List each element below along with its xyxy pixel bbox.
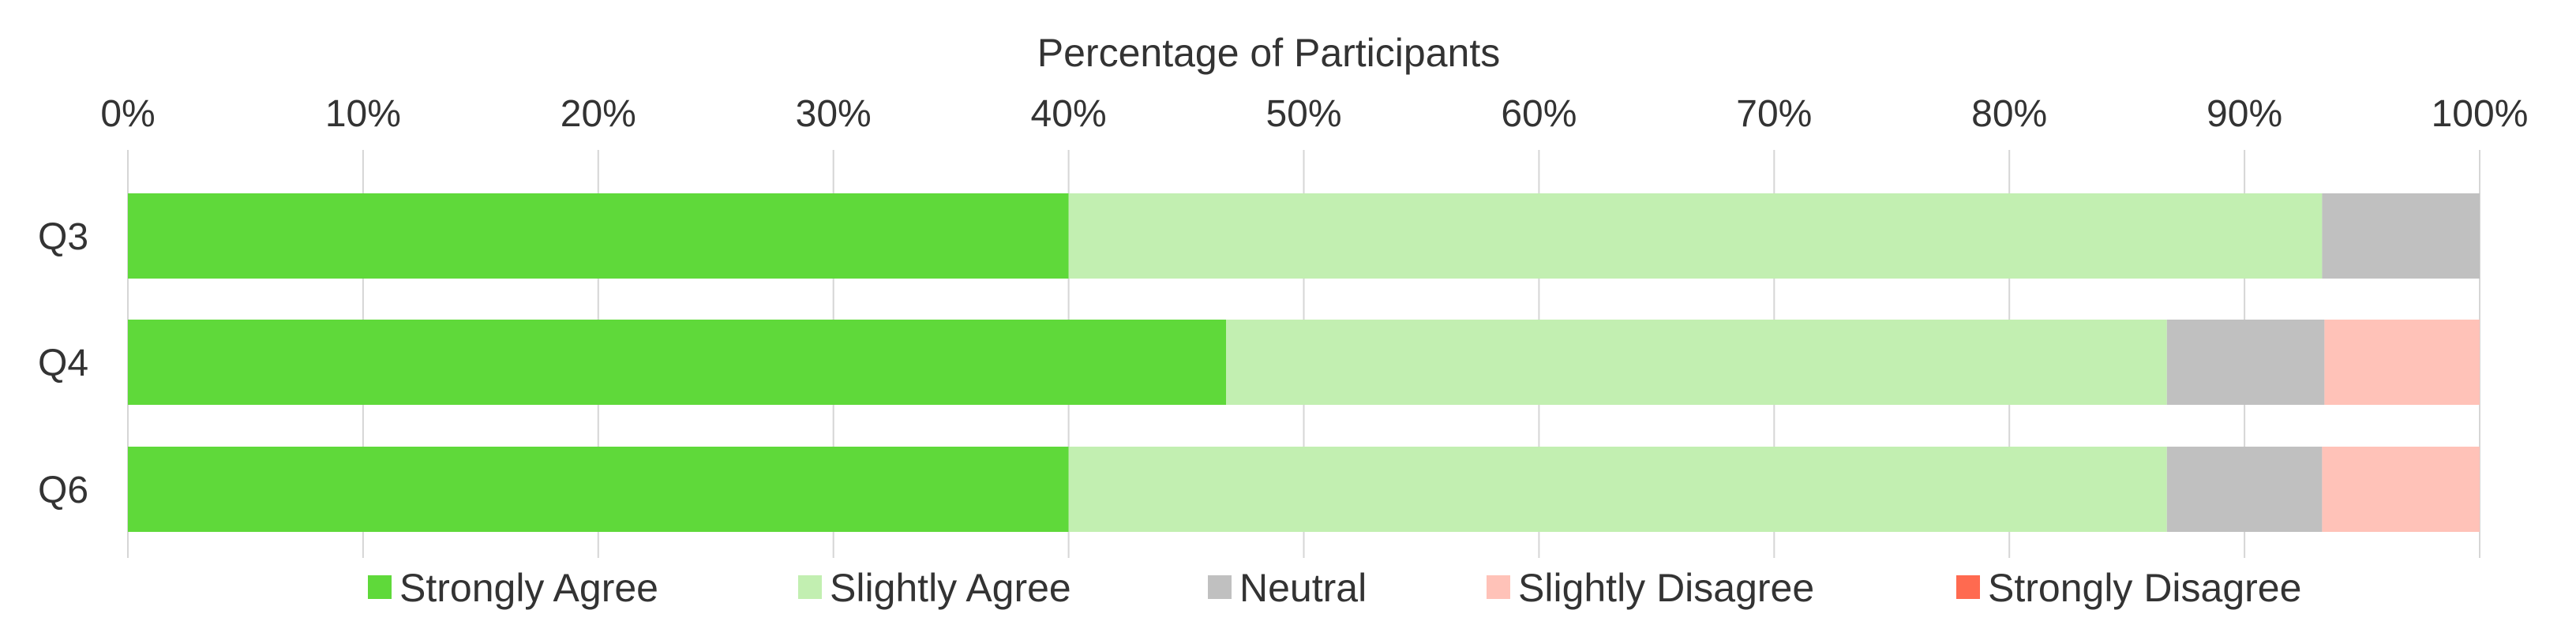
x-tick-label: 10% bbox=[325, 93, 401, 135]
legend-item: Slightly Disagree bbox=[1487, 566, 1814, 610]
bar-segment bbox=[1068, 193, 2323, 279]
legend-swatch bbox=[1956, 575, 1980, 599]
bar-segment bbox=[2166, 447, 2323, 532]
y-category-label: Q6 bbox=[38, 470, 88, 511]
bar-segment bbox=[2324, 320, 2480, 405]
legend-item: Strongly Agree bbox=[368, 566, 658, 610]
bar-segment bbox=[2322, 193, 2480, 279]
x-tick-label: 50% bbox=[1266, 93, 1341, 135]
bar-segment bbox=[2166, 320, 2325, 405]
legend: Strongly Agree Slightly Agree Neutral Sligh… bbox=[368, 566, 2301, 610]
legend-item: Neutral bbox=[1208, 566, 1367, 610]
bar-segment bbox=[2322, 447, 2480, 532]
legend-swatch bbox=[368, 575, 392, 599]
legend-swatch bbox=[1208, 575, 1232, 599]
x-tick-label: 70% bbox=[1736, 93, 1812, 135]
bar-segment bbox=[1068, 447, 2167, 532]
legend-swatch bbox=[1487, 575, 1510, 599]
x-tick-label: 90% bbox=[2207, 93, 2282, 135]
legend-label: Slightly Agree bbox=[830, 566, 1071, 610]
y-axis-categories: Q3 Q4 Q6 bbox=[38, 216, 88, 511]
x-axis-title: Percentage of Participants bbox=[1037, 31, 1500, 75]
x-axis-ticks: 0% 10% 20% 30% 40% 50% 60% 70% 80% 90% 100% bbox=[100, 93, 2528, 135]
x-tick-label: 0% bbox=[100, 93, 155, 135]
bars bbox=[128, 193, 2480, 532]
y-category-label: Q4 bbox=[38, 342, 88, 384]
bar-segment bbox=[128, 447, 1069, 532]
x-tick-label: 20% bbox=[561, 93, 636, 135]
bar-segment bbox=[128, 193, 1069, 279]
legend-swatch bbox=[798, 575, 822, 599]
y-category-label: Q3 bbox=[38, 216, 88, 258]
x-tick-label: 30% bbox=[796, 93, 872, 135]
legend-label: Strongly Agree bbox=[399, 566, 658, 610]
x-tick-label: 60% bbox=[1501, 93, 1577, 135]
bar-segment bbox=[128, 320, 1227, 405]
x-tick-label: 80% bbox=[1971, 93, 2047, 135]
legend-label: Neutral bbox=[1239, 566, 1367, 610]
legend-item: Strongly Disagree bbox=[1956, 566, 2301, 610]
x-tick-label: 40% bbox=[1031, 93, 1107, 135]
legend-label: Slightly Disagree bbox=[1518, 566, 1814, 610]
legend-item: Slightly Agree bbox=[798, 566, 1071, 610]
legend-label: Strongly Disagree bbox=[1988, 566, 2301, 610]
bar-segment bbox=[1226, 320, 2167, 405]
x-tick-label: 100% bbox=[2432, 93, 2529, 135]
